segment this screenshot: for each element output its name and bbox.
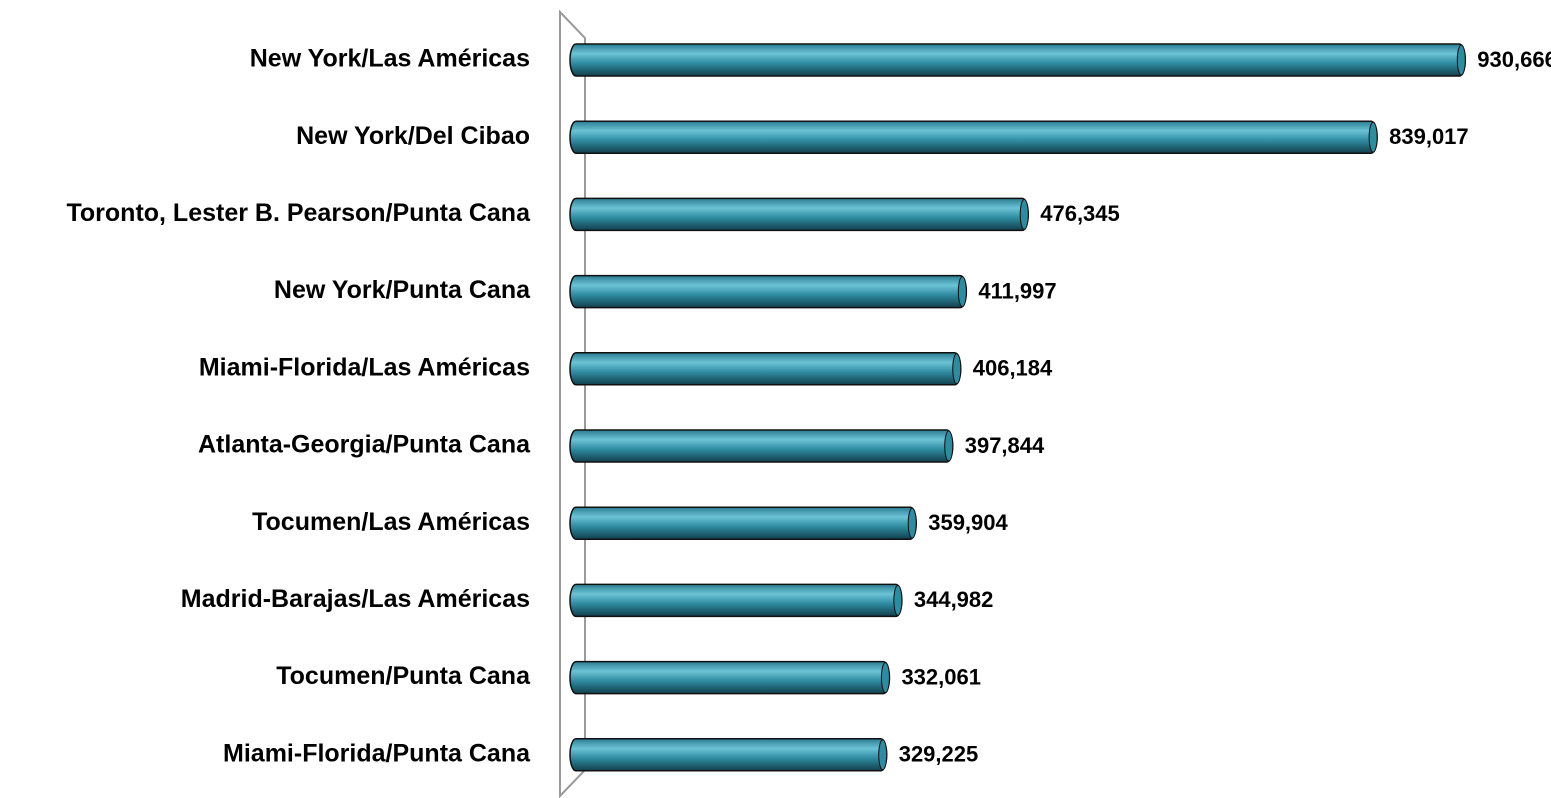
value-label: 411,997 [978,278,1056,303]
bar-end [893,584,903,616]
value-label: 397,844 [965,433,1045,458]
bar-end [1368,121,1378,153]
value-label: 344,982 [914,587,994,612]
category-label: Miami-Florida/Las Américas [199,353,530,381]
value-label: 476,345 [1040,201,1120,226]
bar [569,120,1378,154]
bar [569,197,1029,232]
bar-end [907,507,917,539]
bar-end [952,353,962,385]
bar [569,429,954,463]
bar [569,583,903,618]
category-label: Atlanta-Georgia/Punta Cana [198,431,531,459]
value-label: 930,666 [1477,47,1551,72]
bar [569,43,1467,77]
category-label: New York/Punta Cana [274,276,531,304]
bar [569,506,917,540]
value-label: 329,225 [899,742,979,767]
bar-end [880,662,890,694]
value-label: 839,017 [1389,124,1469,149]
bar-end [957,276,967,308]
bar [569,274,968,309]
bar [569,660,891,695]
bar-end [1456,44,1466,76]
bar [569,738,888,772]
value-label: 359,904 [928,510,1008,535]
category-label: New York/Del Cibao [296,122,530,150]
value-label: 406,184 [973,356,1053,381]
category-label: Toronto, Lester B. Pearson/Punta Cana [66,199,531,227]
category-label: Tocumen/Las Américas [252,508,530,536]
bar-end [1019,198,1029,230]
value-label: 332,061 [901,664,981,689]
category-label: New York/Las Américas [250,45,530,73]
category-label: Miami-Florida/Punta Cana [223,739,531,767]
category-label: Madrid-Barajas/Las Américas [181,585,530,613]
bar-end [944,430,954,462]
category-label: Tocumen/Punta Cana [276,662,531,690]
bar-end [878,739,888,771]
bar [569,352,962,386]
